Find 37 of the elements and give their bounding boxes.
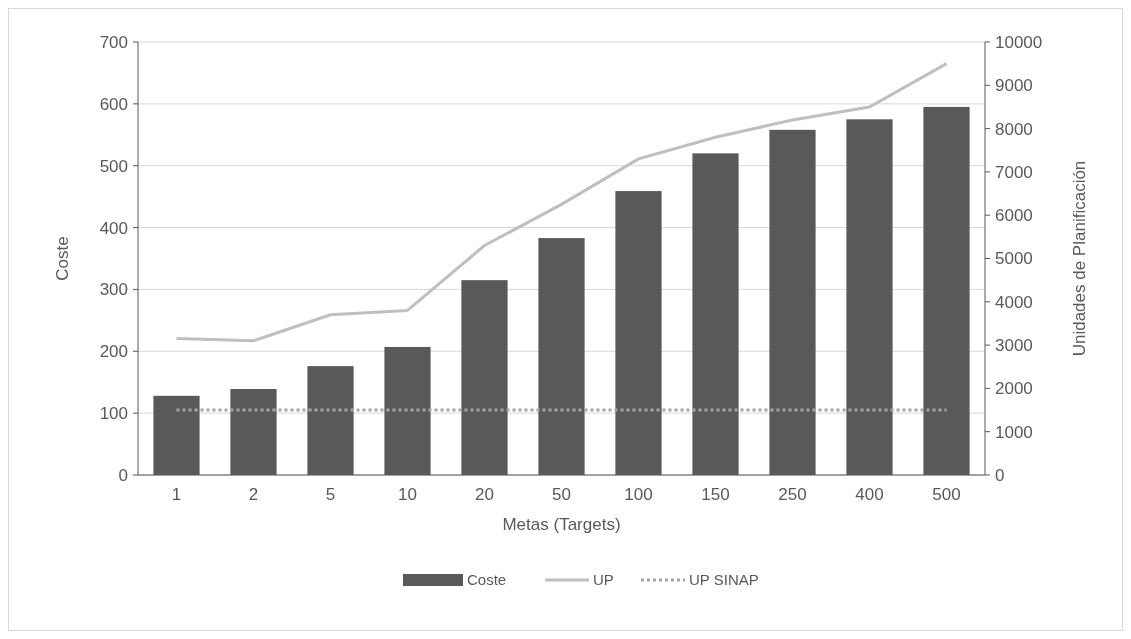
y-axis-title: Coste [53,236,72,281]
y-tick-label: 700 [99,32,128,52]
x-tick-label: 500 [932,485,961,504]
y2-tick-label: 5000 [995,249,1033,269]
x-tick-label: 1 [171,485,182,504]
y2-tick-label: 1000 [995,422,1033,442]
y-tick-label: 100 [99,404,128,424]
x-axis-title: Metas (Targets) [502,515,621,534]
y2-axis-title: Unidades de Planificación [1070,160,1089,357]
x-tick-label: 10 [398,485,417,504]
y2-tick-label: 7000 [995,162,1033,182]
y2-tick-label: 8000 [995,119,1033,139]
y2-tick-label: 4000 [995,292,1033,312]
x-tick-label: 100 [624,485,653,504]
y-tick-label: 600 [99,94,128,114]
y-tick-label: 200 [99,342,128,362]
legend-label: Coste [467,571,507,589]
y2-tick-label: 9000 [995,76,1033,96]
line-series [175,62,948,343]
x-tick-label: 250 [778,485,807,504]
legend-label: UP SINAP [689,571,759,589]
x-tick-label: 5 [325,485,336,504]
y2-tick-label: 10000 [995,32,1043,52]
y-tick-label: 400 [99,218,128,238]
legend-label: UP [593,571,614,589]
y-tick-label: 300 [99,280,128,300]
x-tick-label: 50 [552,485,571,504]
y2-tick-label: 2000 [995,379,1033,399]
y2-tick-label: 3000 [995,336,1033,356]
x-tick-label: 2 [248,485,259,504]
y2-tick-label: 6000 [995,206,1033,226]
x-tick-label: 400 [855,485,884,504]
y-tick-label: 0 [118,465,128,485]
x-tick-label: 20 [475,485,494,504]
x-tick-label: 150 [701,485,730,504]
y2-tick-label: 0 [995,465,1005,485]
y-tick-label: 500 [99,156,128,176]
